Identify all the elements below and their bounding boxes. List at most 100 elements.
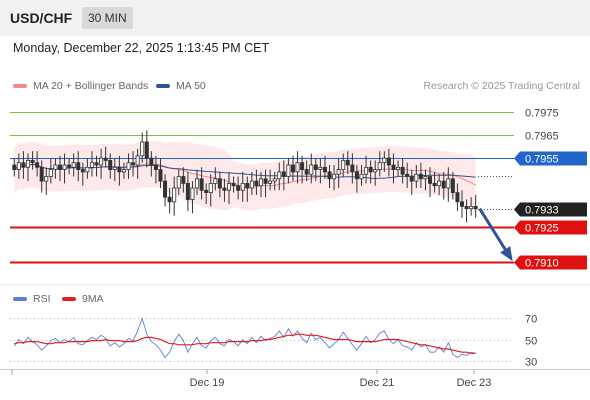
candle-body (185, 182, 190, 200)
candle-body (144, 141, 149, 159)
candle-body (373, 169, 378, 173)
timestamp: Monday, December 22, 2025 1:13:45 PM CET (13, 41, 270, 55)
level-0-7965-label: 0.7965 (525, 131, 559, 143)
candle-body (236, 185, 241, 191)
candle-body (217, 178, 222, 189)
candle-body (277, 171, 282, 180)
candle-body (464, 205, 469, 210)
candle-body (222, 187, 227, 191)
candle-body (460, 201, 465, 207)
candle-body (313, 164, 318, 170)
candle-body (112, 166, 117, 171)
candle-body (158, 169, 163, 182)
candle-body (121, 169, 126, 173)
candle-body (318, 166, 323, 171)
interval-badge[interactable]: 30 MIN (82, 7, 133, 29)
candle-body (359, 173, 364, 180)
candle-body (405, 173, 410, 177)
candle-body (195, 178, 200, 189)
candle-body (377, 162, 382, 170)
candle-body (44, 176, 49, 182)
candle-body (89, 162, 94, 168)
ma50-line (13, 163, 476, 179)
header-bar: USD/CHF 30 MIN (0, 0, 590, 36)
rsi-ma9-line (14, 333, 476, 354)
candle-body (176, 176, 181, 189)
candle-body (25, 159, 30, 168)
candle-body (108, 159, 113, 170)
candle-body (140, 141, 145, 157)
candle-body (400, 166, 405, 175)
rsi-line (13, 316, 476, 359)
x-tick-label: Dec 23 (457, 377, 492, 389)
candle-body (99, 157, 104, 166)
level-0-7933-tag (514, 202, 587, 217)
candle-body (231, 182, 236, 187)
rsi-tick-label: 30 (525, 357, 537, 369)
candle-body (16, 162, 21, 170)
candle-body (71, 162, 76, 168)
candle-body (441, 180, 446, 189)
candle-body (163, 180, 168, 198)
candle-body (213, 178, 218, 184)
candle-body (126, 162, 131, 170)
legend-ma20: MA 20 + Bollinger Bands (13, 80, 148, 92)
level-0-7955-label: 0.7955 (525, 154, 559, 166)
candle-body (21, 162, 26, 168)
symbol-label[interactable]: USD/CHF (10, 10, 73, 26)
candle-body (62, 164, 67, 170)
candle-body (327, 171, 332, 180)
forecast-arrowhead (500, 246, 513, 262)
candle-body (450, 178, 455, 194)
candle-body (35, 162, 40, 168)
candle-body (135, 155, 140, 166)
candle-body (76, 162, 81, 170)
candle-body (12, 164, 17, 170)
candle-body (245, 182, 250, 189)
candle-body (295, 162, 300, 173)
ma20-label: MA 20 + Bollinger Bands (33, 80, 149, 92)
candle-body (172, 187, 177, 203)
ma9-label: 9MA (82, 293, 104, 305)
bollinger-band (14, 140, 476, 213)
candle-body (167, 196, 172, 203)
candle-body (418, 173, 423, 180)
candle-body (94, 162, 99, 166)
candle-body (391, 164, 396, 170)
candle-body (30, 159, 35, 164)
candle-body (350, 164, 355, 173)
candle-body (263, 178, 268, 184)
candle-body (67, 164, 72, 168)
legend-rsi: RSI (13, 293, 51, 305)
candle-body (208, 182, 213, 193)
candle-body (446, 178, 451, 189)
level-0-7910-tag (514, 255, 587, 270)
candle-body (364, 166, 369, 175)
rsi-label: RSI (33, 293, 51, 305)
candle-body (332, 173, 337, 180)
ma9-swatch-icon (62, 297, 76, 302)
x-tick-label: Dec 21 (360, 377, 395, 389)
candle-body (341, 159, 346, 170)
ma50-swatch-icon (156, 84, 170, 89)
candle-body (117, 166, 122, 173)
candle-body (290, 164, 295, 173)
candle-body (455, 192, 460, 203)
ma20-swatch-icon (13, 84, 27, 89)
candle-body (382, 157, 387, 164)
level-0-7925-tag (514, 220, 587, 235)
candle-body (153, 164, 158, 170)
candle-body (414, 173, 419, 182)
candle-body (85, 166, 90, 173)
candle-body (48, 169, 53, 177)
candle-body (428, 176, 433, 184)
candle-body (131, 162, 136, 166)
candle-body (304, 169, 309, 175)
research-note: Research © 2025 Trading Central (423, 80, 580, 92)
level-0-7910-label: 0.7910 (525, 258, 559, 270)
candle-body (57, 164, 62, 170)
candle-body (473, 205, 478, 210)
candle-body (39, 166, 44, 182)
candle-body (336, 169, 341, 175)
